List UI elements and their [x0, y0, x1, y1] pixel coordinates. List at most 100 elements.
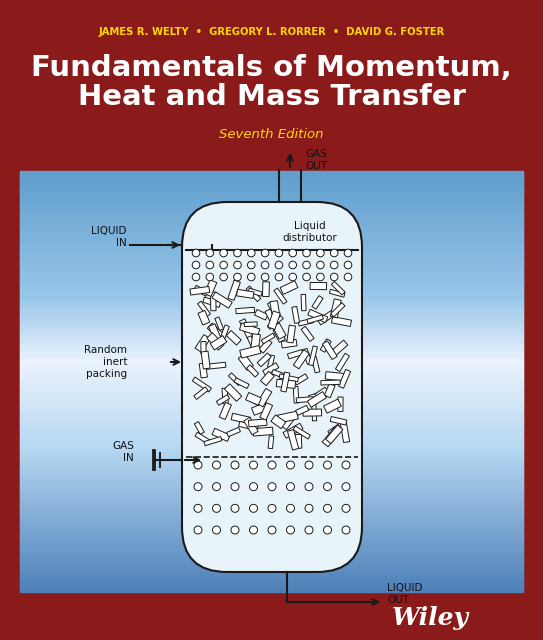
Bar	[20, 349, 523, 351]
Polygon shape	[192, 377, 211, 392]
Bar	[20, 502, 523, 504]
Bar	[20, 507, 523, 509]
Bar	[20, 500, 523, 502]
Bar	[20, 503, 523, 505]
Polygon shape	[226, 428, 241, 436]
Bar	[20, 562, 523, 564]
Polygon shape	[323, 341, 337, 360]
Polygon shape	[317, 309, 337, 325]
Bar	[20, 422, 523, 424]
Bar	[20, 342, 523, 344]
Polygon shape	[273, 327, 286, 342]
Bar	[20, 328, 523, 330]
Bar	[20, 398, 523, 400]
Polygon shape	[215, 317, 224, 330]
Bar	[20, 437, 523, 440]
Polygon shape	[322, 427, 340, 447]
Circle shape	[305, 461, 313, 469]
Circle shape	[287, 504, 294, 513]
Polygon shape	[263, 363, 279, 376]
Bar	[20, 335, 523, 337]
Polygon shape	[282, 414, 295, 429]
Bar	[20, 478, 523, 480]
Polygon shape	[257, 388, 272, 407]
Text: Liquid
distributor: Liquid distributor	[282, 221, 337, 243]
Polygon shape	[224, 384, 242, 401]
Polygon shape	[331, 282, 345, 295]
Bar	[20, 362, 523, 364]
Bar	[20, 452, 523, 455]
Bar	[20, 490, 523, 493]
Bar	[20, 356, 523, 358]
Polygon shape	[237, 289, 254, 298]
Circle shape	[275, 261, 283, 269]
Bar	[20, 269, 523, 271]
Circle shape	[212, 504, 220, 513]
Circle shape	[212, 526, 220, 534]
Circle shape	[303, 261, 311, 269]
Bar	[20, 390, 523, 392]
Bar	[20, 401, 523, 403]
Circle shape	[268, 483, 276, 491]
Bar	[20, 538, 523, 540]
Polygon shape	[217, 395, 230, 405]
Circle shape	[231, 461, 239, 469]
Bar	[20, 468, 523, 470]
Bar	[20, 394, 523, 396]
Bar	[20, 458, 523, 460]
Bar	[20, 420, 523, 422]
Polygon shape	[201, 351, 210, 369]
Polygon shape	[321, 380, 340, 385]
Polygon shape	[212, 292, 232, 308]
Bar	[20, 276, 523, 278]
Bar	[20, 496, 523, 498]
Polygon shape	[295, 435, 302, 449]
Bar	[20, 445, 523, 448]
Polygon shape	[276, 380, 295, 388]
Circle shape	[289, 273, 296, 281]
Bar	[20, 577, 523, 579]
Circle shape	[261, 273, 269, 281]
Polygon shape	[195, 432, 210, 444]
Bar	[20, 520, 523, 522]
Bar	[20, 275, 523, 277]
Bar	[20, 530, 523, 532]
Polygon shape	[262, 282, 269, 296]
Bar	[20, 413, 523, 415]
Bar	[20, 412, 523, 414]
Bar	[20, 185, 523, 188]
Bar	[20, 435, 523, 436]
Polygon shape	[293, 426, 311, 439]
Bar	[20, 314, 523, 316]
Bar	[20, 460, 523, 462]
Polygon shape	[268, 311, 280, 330]
Bar	[20, 211, 523, 212]
Bar	[20, 244, 523, 246]
Bar	[20, 250, 523, 252]
Bar	[20, 555, 523, 557]
Bar	[20, 581, 523, 584]
Bar	[20, 252, 523, 255]
Bar	[20, 550, 523, 553]
Bar	[20, 337, 523, 339]
Bar	[20, 433, 523, 435]
Bar	[20, 524, 523, 526]
Bar	[20, 319, 523, 322]
Bar	[20, 532, 523, 534]
Bar	[20, 535, 523, 538]
Bar	[20, 369, 523, 371]
Bar	[20, 364, 523, 367]
Bar	[20, 187, 523, 189]
Bar	[20, 262, 523, 264]
Bar	[20, 346, 523, 348]
Bar	[20, 384, 523, 386]
Bar	[20, 405, 523, 407]
Polygon shape	[308, 309, 328, 323]
Polygon shape	[239, 323, 260, 336]
Bar	[20, 227, 523, 229]
Bar	[20, 294, 523, 296]
Bar	[20, 273, 523, 276]
Circle shape	[305, 483, 313, 491]
Bar	[20, 367, 523, 369]
Bar	[20, 583, 523, 585]
